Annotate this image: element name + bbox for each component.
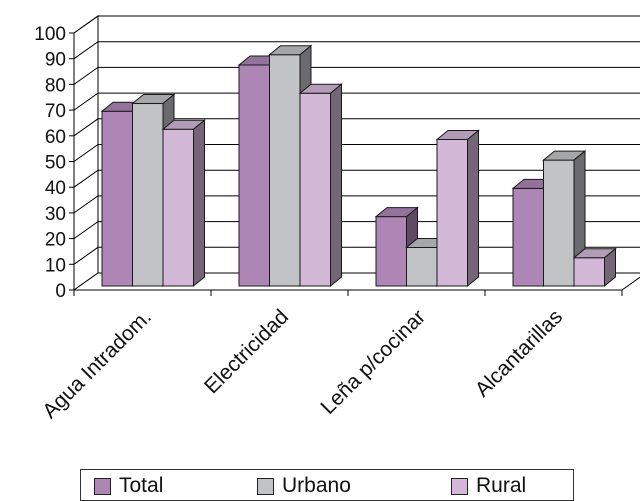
y-tick-label: 100 — [34, 24, 66, 45]
gridline — [73, 15, 640, 34]
y-tick-label: 10 — [45, 255, 66, 276]
bar-front — [132, 103, 164, 287]
legend-label-rural: Rural — [476, 474, 527, 497]
y-tick-label: 30 — [45, 204, 66, 225]
bar-rural-2 — [435, 129, 480, 288]
bar-front — [162, 128, 194, 287]
category-label: Electricidad — [200, 305, 293, 398]
y-tick-labels: 0 10 20 30 40 50 60 70 80 90 100 — [34, 24, 66, 302]
legend-item-rural: Rural — [451, 474, 526, 498]
bar-front — [299, 92, 331, 287]
y-tick-label: 40 — [45, 178, 66, 199]
y-tick-label: 50 — [45, 153, 66, 174]
gridline — [73, 118, 640, 137]
bar-front — [238, 64, 270, 287]
legend-swatch-total — [94, 477, 111, 495]
legend-swatch-rural — [451, 477, 468, 495]
legend-item-urbano: Urbano — [257, 474, 351, 498]
gridline — [73, 66, 640, 85]
bar-front — [436, 139, 468, 287]
legend-label-urbano: Urbano — [282, 474, 351, 497]
y-tick-label: 80 — [45, 75, 66, 96]
bar-side — [467, 129, 479, 288]
bar-side — [604, 247, 616, 288]
category-label: Alcantarillas — [471, 305, 567, 401]
bar-front — [375, 216, 407, 287]
legend-swatch-urbano — [257, 477, 274, 495]
grid — [73, 15, 640, 291]
bar-rural-3 — [572, 247, 617, 288]
gridline — [73, 92, 640, 111]
bar-front — [512, 187, 544, 287]
y-tick-label: 90 — [45, 50, 66, 71]
y-tick-label: 0 — [55, 281, 66, 302]
bars — [100, 44, 617, 288]
y-tick-label: 70 — [45, 101, 66, 122]
bar-front — [101, 110, 133, 287]
gridline — [73, 41, 640, 60]
category-labels: Agua Intradom. Electricidad Leña p/cocinar… — [38, 305, 567, 423]
legend: Total Urbano Rural — [80, 469, 574, 501]
legend-item-total: Total — [94, 474, 163, 498]
axes — [69, 32, 640, 296]
bar-front — [543, 159, 575, 287]
bar-chart: 0 10 20 30 40 50 60 70 80 90 100 Agua Intradom. Ele… — [34, 15, 640, 423]
bar-side — [330, 83, 342, 288]
category-label: Agua Intradom. — [38, 305, 156, 423]
bar-front — [269, 54, 301, 287]
y-tick-label: 60 — [45, 127, 66, 148]
bar-front — [406, 246, 438, 287]
y-tick-label: 20 — [45, 230, 66, 251]
bar-rural-1 — [298, 83, 343, 288]
legend-label-total: Total — [119, 474, 164, 497]
bar-side — [193, 119, 205, 288]
category-label: Leña p/cocinar — [316, 305, 430, 419]
bar-front — [573, 257, 605, 287]
bar-rural-0 — [161, 119, 206, 288]
